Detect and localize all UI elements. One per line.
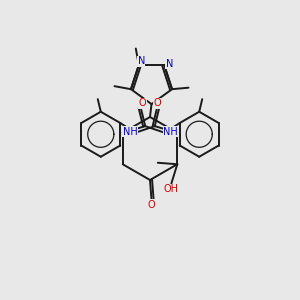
Text: O: O <box>148 200 155 210</box>
Text: N: N <box>137 56 145 66</box>
Text: NH: NH <box>122 127 137 137</box>
Text: N: N <box>166 58 173 68</box>
Text: NH: NH <box>163 127 178 137</box>
Text: O: O <box>154 98 162 108</box>
Text: OH: OH <box>164 184 179 194</box>
Text: O: O <box>138 98 146 108</box>
